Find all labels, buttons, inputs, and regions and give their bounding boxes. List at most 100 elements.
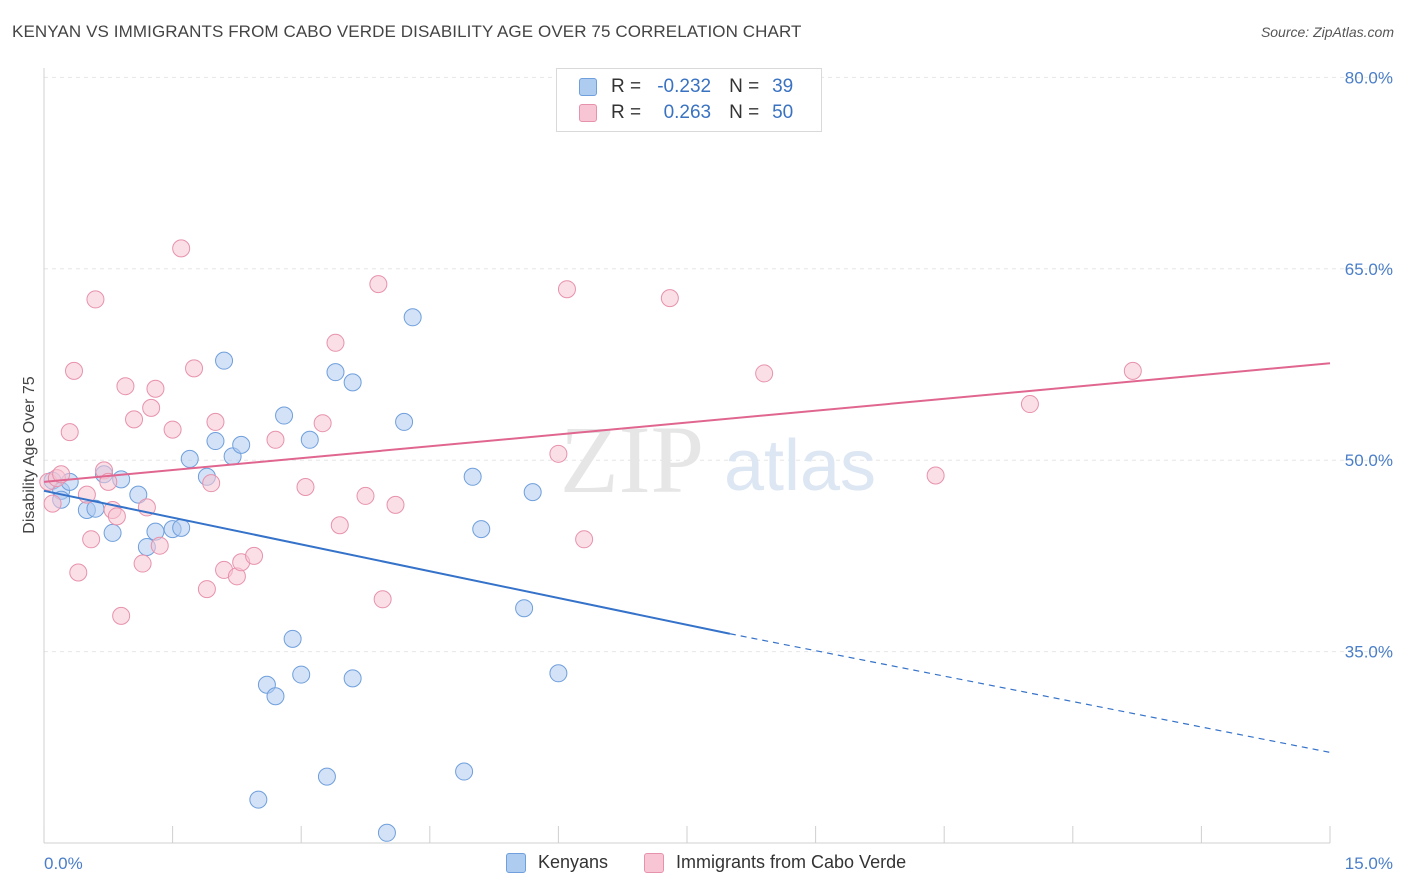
kenyan-point bbox=[343, 373, 362, 392]
kenyan-point bbox=[472, 520, 491, 539]
legend-row-kenyans: R = -0.232 N = 39 bbox=[579, 75, 793, 99]
kenyan-point bbox=[523, 483, 542, 502]
legend-item-kenyans: Kenyans bbox=[506, 852, 608, 873]
kenyan-point bbox=[326, 363, 345, 382]
kenyan-point bbox=[403, 308, 422, 327]
cabo-verde-point bbox=[266, 430, 285, 449]
x-tick-label: 0.0% bbox=[44, 854, 83, 873]
cabo-verde-point bbox=[86, 290, 105, 309]
cabo-verde-point bbox=[202, 474, 221, 493]
kenyan-point bbox=[172, 518, 191, 537]
cabo-verde-point bbox=[926, 466, 945, 485]
legend-swatch-kenyans bbox=[506, 852, 526, 873]
y-tick-label: 65.0% bbox=[1345, 260, 1393, 279]
cabo-verde-point bbox=[163, 420, 182, 439]
cabo-verde-point bbox=[369, 275, 388, 294]
cabo-verde-point bbox=[99, 472, 118, 491]
kenyan-point bbox=[317, 767, 336, 786]
kenyan-point bbox=[283, 629, 302, 648]
legend-row-cabo-verde: R = 0.263 N = 50 bbox=[579, 101, 793, 125]
correlation-legend: R = -0.232 N = 39 R = 0.263 N = 50 bbox=[556, 68, 822, 132]
cabo-verde-point bbox=[107, 507, 126, 526]
y-tick-label: 50.0% bbox=[1345, 451, 1393, 470]
kenyan-point bbox=[455, 762, 474, 781]
kenyan-point bbox=[549, 664, 568, 683]
kenyan-point bbox=[206, 432, 225, 451]
cabo-verde-point bbox=[116, 377, 135, 396]
cabo-verde-point bbox=[1020, 395, 1039, 414]
chart-title: KENYAN VS IMMIGRANTS FROM CABO VERDE DIS… bbox=[12, 22, 802, 41]
legend-swatch-kenyans bbox=[579, 78, 597, 96]
cabo-verde-point bbox=[82, 530, 101, 549]
cabo-verde-point bbox=[575, 530, 594, 549]
kenyan-point bbox=[232, 435, 251, 454]
kenyan-point bbox=[395, 412, 414, 431]
cabo-verde-point bbox=[197, 580, 216, 599]
r-label: R = bbox=[611, 76, 642, 97]
tick-labels: 35.0% 50.0% 65.0% 80.0% 0.0% 15.0% bbox=[44, 68, 1393, 873]
chart-source: Source: ZipAtlas.com bbox=[1260, 24, 1394, 40]
n-label: N = bbox=[729, 102, 760, 123]
cabo-verde-point bbox=[755, 364, 774, 383]
series-legend: Kenyans Immigrants from Cabo Verde bbox=[0, 852, 1406, 878]
axes bbox=[43, 68, 1331, 844]
n-value: 39 bbox=[772, 76, 794, 97]
cabo-verde-point bbox=[245, 546, 264, 565]
watermark-atlas: atlas bbox=[724, 426, 876, 506]
y-tick-label: 80.0% bbox=[1345, 68, 1393, 87]
cabo-verde-point bbox=[557, 280, 576, 299]
y-tick-label: 35.0% bbox=[1345, 643, 1393, 662]
kenyan-point bbox=[343, 669, 362, 688]
r-value: -0.232 bbox=[657, 76, 712, 97]
r-label: R = bbox=[611, 102, 642, 123]
legend-item-cabo-verde: Immigrants from Cabo Verde bbox=[644, 852, 906, 873]
kenyans-trend-extension bbox=[729, 633, 1331, 753]
kenyan-point bbox=[249, 790, 268, 809]
kenyan-point bbox=[103, 523, 122, 542]
cabo-verde-point bbox=[69, 563, 88, 582]
cabo-verde-point bbox=[112, 606, 131, 625]
n-label: N = bbox=[729, 76, 760, 97]
kenyan-point bbox=[129, 485, 148, 504]
cabo-verde-point bbox=[356, 486, 375, 505]
cabo-verde-point bbox=[150, 536, 169, 555]
cabo-verde-point bbox=[133, 554, 152, 573]
cabo-verde-point bbox=[146, 379, 165, 398]
cabo-verde-point bbox=[52, 465, 71, 484]
cabo-verde-point bbox=[43, 494, 62, 513]
legend-swatch-cabo-verde bbox=[644, 852, 664, 873]
watermark: ZIP atlas bbox=[560, 406, 876, 513]
x-tick-label: 15.0% bbox=[1345, 854, 1393, 873]
trend-lines bbox=[43, 362, 1331, 753]
legend-swatch-cabo-verde bbox=[579, 104, 597, 122]
n-value: 50 bbox=[772, 102, 794, 123]
cabo-verde-trend-line bbox=[43, 362, 1331, 483]
cabo-verde-point bbox=[386, 495, 405, 514]
cabo-verde-point bbox=[60, 423, 79, 442]
y-axis-label: Disability Age Over 75 bbox=[21, 376, 38, 534]
kenyan-point bbox=[180, 449, 199, 468]
cabo-verde-point bbox=[206, 412, 225, 431]
cabo-verde-point bbox=[142, 398, 161, 417]
kenyan-point bbox=[463, 467, 482, 486]
cabo-verde-point bbox=[1123, 361, 1142, 380]
kenyan-point bbox=[275, 406, 294, 425]
kenyan-point bbox=[300, 430, 319, 449]
cabo-verde-point bbox=[549, 444, 568, 463]
cabo-verde-point bbox=[125, 410, 144, 429]
cabo-verde-point bbox=[296, 477, 315, 496]
cabo-verde-point bbox=[172, 239, 191, 258]
kenyan-point bbox=[515, 599, 534, 618]
kenyan-point bbox=[266, 687, 285, 706]
kenyan-point bbox=[292, 665, 311, 684]
data-points bbox=[39, 239, 1142, 842]
cabo-verde-point bbox=[185, 359, 204, 378]
cabo-verde-point bbox=[373, 590, 392, 609]
r-value: 0.263 bbox=[663, 102, 712, 123]
kenyans-trend-line bbox=[43, 489, 731, 635]
cabo-verde-point bbox=[330, 516, 349, 535]
cabo-verde-point bbox=[313, 414, 332, 433]
cabo-verde-point bbox=[65, 361, 84, 380]
legend-label-kenyans: Kenyans bbox=[538, 852, 609, 872]
